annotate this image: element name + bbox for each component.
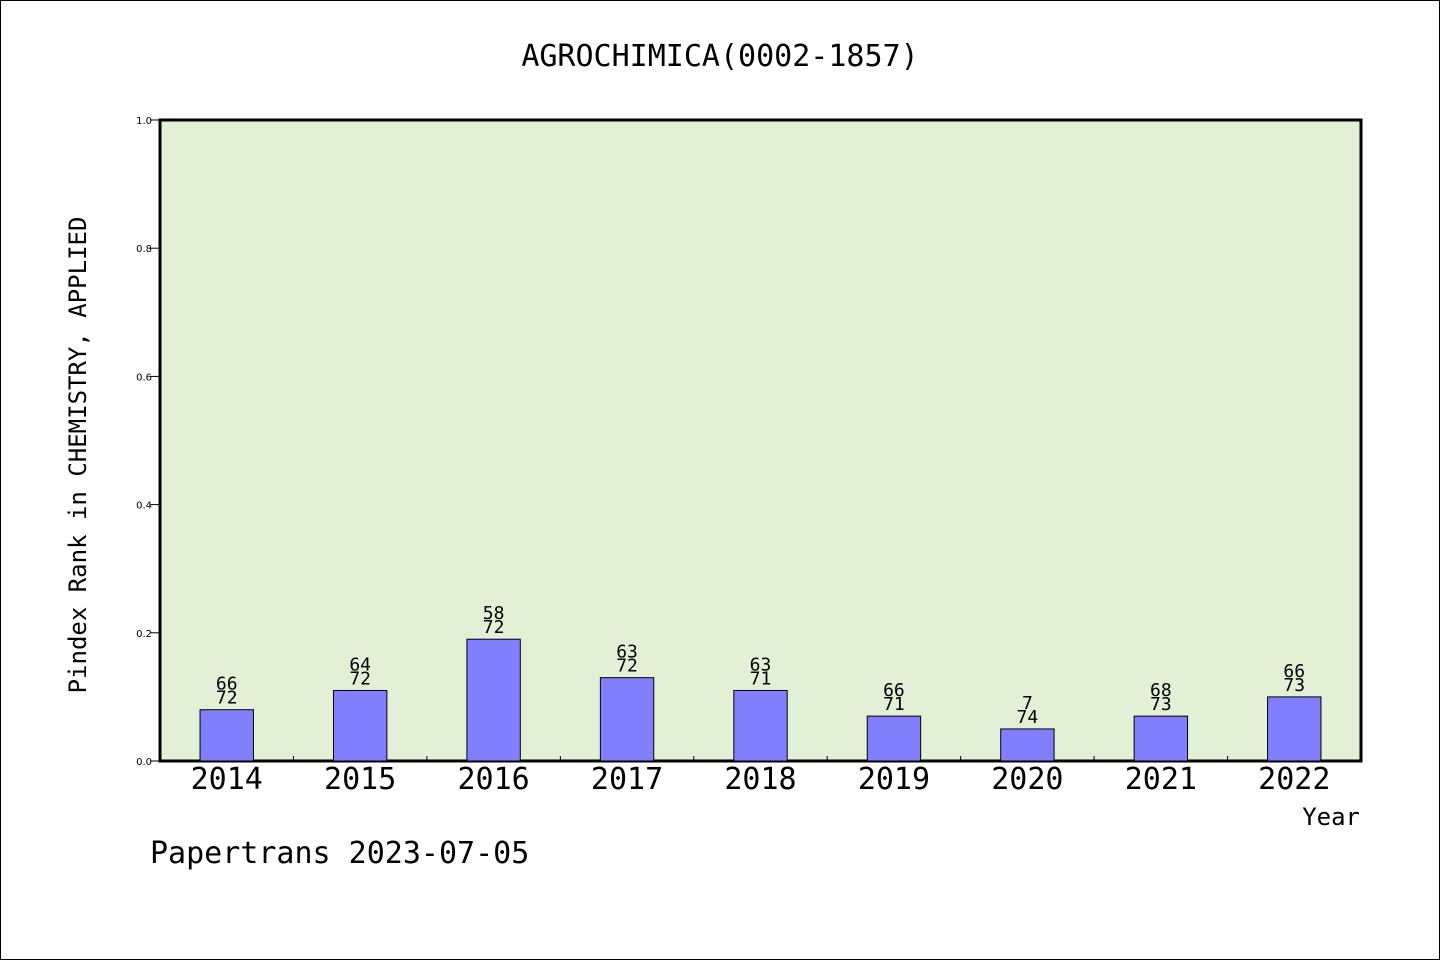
data-label-rank: 66 <box>216 674 238 695</box>
x-tick-label: 2018 <box>724 762 796 797</box>
data-label-rank: 63 <box>616 642 638 663</box>
data-label-total: 74 <box>1017 707 1039 728</box>
data-label-rank: 66 <box>883 680 905 701</box>
y-tick-label: 0.6 <box>136 372 152 383</box>
y-tick-label: 0.0 <box>136 757 152 768</box>
plot-area <box>158 118 1363 763</box>
y-tick-label: 0.8 <box>136 244 152 255</box>
bars <box>199 638 1322 762</box>
y-tick-label: 0.2 <box>136 629 152 640</box>
data-label-total: 72 <box>616 656 638 677</box>
footer-credit: Papertrans 2023-07-05 <box>150 836 529 871</box>
x-tick-label: 2020 <box>991 762 1063 797</box>
y-axis-ticks: 0.0 0.2 0.4 0.6 0.8 1.0 <box>136 116 160 768</box>
bar-2014 <box>199 709 254 762</box>
x-tick-label: 2021 <box>1125 762 1197 797</box>
x-axis-label: Year <box>1302 803 1360 831</box>
data-label-total: 72 <box>349 668 371 689</box>
x-tick-label: 2016 <box>457 762 529 797</box>
data-label-total: 73 <box>1283 675 1305 696</box>
x-tick-label: 2019 <box>858 762 930 797</box>
x-tick-label: 2022 <box>1258 762 1330 797</box>
data-label-total: 71 <box>883 694 905 715</box>
x-tick-label: 2014 <box>191 762 263 797</box>
data-label-rank: 64 <box>349 654 371 675</box>
bar-2019 <box>866 715 922 762</box>
bar-2020 <box>1000 728 1055 762</box>
data-label-rank: 66 <box>1283 661 1305 682</box>
data-label-total: 73 <box>1150 694 1172 715</box>
bar-2021 <box>1133 715 1189 762</box>
bar-2017 <box>599 677 655 762</box>
x-tick-label: 2017 <box>591 762 663 797</box>
data-label-total: 71 <box>750 668 772 689</box>
bar-2015 <box>332 689 388 762</box>
data-label-total: 72 <box>216 688 238 709</box>
bar-2018 <box>733 689 788 762</box>
bar-2016 <box>466 638 521 762</box>
y-tick-label: 1.0 <box>136 116 152 127</box>
y-axis-label: Pindex Rank in CHEMISTRY, APPLIED <box>64 217 92 694</box>
data-label-rank: 58 <box>483 603 505 624</box>
chart-title: AGROCHIMICA(0002-1857) <box>521 39 918 74</box>
x-axis-ticks: 2014 2015 2016 2017 2018 2019 2020 2021 2022 <box>191 756 1330 797</box>
x-tick-label: 2015 <box>324 762 396 797</box>
bar-2022 <box>1267 696 1322 762</box>
data-label-total: 72 <box>483 617 505 638</box>
data-label-rank: 63 <box>750 654 772 675</box>
y-tick-label: 0.4 <box>136 501 152 512</box>
data-label-rank: 68 <box>1150 680 1172 701</box>
data-label-rank: 7 <box>1022 693 1033 714</box>
